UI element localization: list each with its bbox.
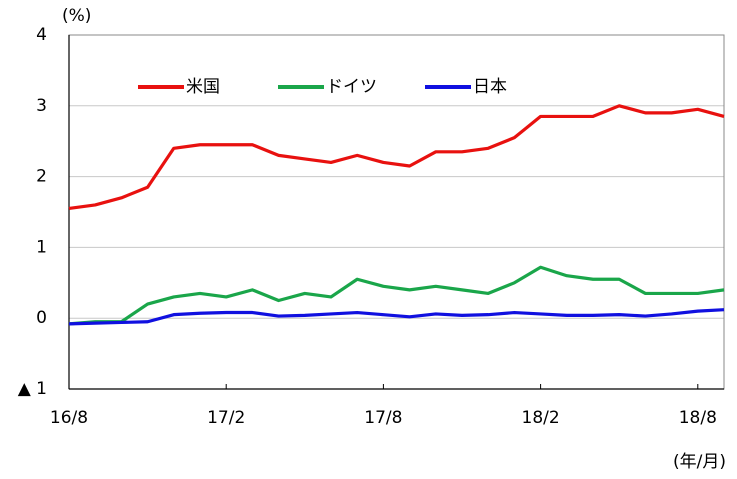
y-axis-unit: (%): [62, 6, 91, 26]
y-tick-label: 4: [36, 25, 47, 45]
x-tick-label: 18/8: [679, 408, 717, 428]
y-tick-label: 0: [36, 308, 47, 328]
y-tick-label: 2: [36, 167, 47, 187]
x-tick-label: 17/8: [364, 408, 402, 428]
x-tick-label: 17/2: [207, 408, 245, 428]
series-line: [68, 104, 725, 211]
x-tick-label: 18/2: [522, 408, 560, 428]
legend-label: ドイツ: [326, 77, 377, 97]
y-tick-label: ▲ 1: [18, 379, 47, 399]
x-axis-unit: (年/月): [673, 452, 726, 472]
y-tick-label: 1: [36, 237, 47, 257]
legend-label: 日本: [473, 77, 507, 97]
series-line: [68, 265, 725, 326]
x-tick-label: 16/8: [50, 408, 88, 428]
series-line: [68, 308, 725, 326]
legend-label: 米国: [186, 77, 220, 97]
y-tick-label: 3: [36, 96, 47, 116]
